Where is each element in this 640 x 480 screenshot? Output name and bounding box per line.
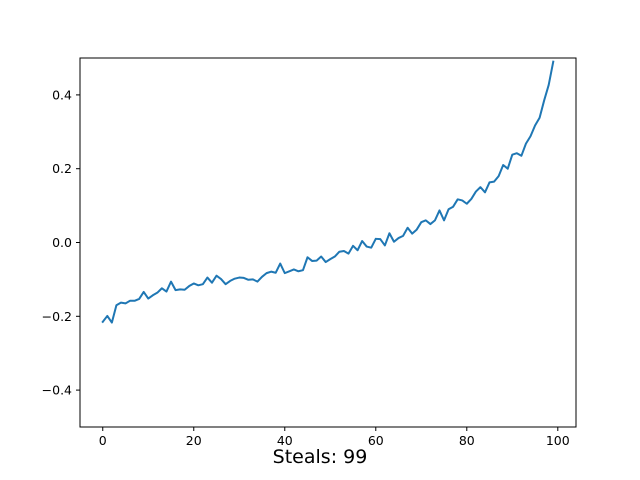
x-tick-label: 100 xyxy=(546,433,570,448)
x-tick-label: 0 xyxy=(99,433,107,448)
x-tick-label: 60 xyxy=(368,433,384,448)
x-tick-label: 80 xyxy=(459,433,475,448)
y-tick-label: −0.2 xyxy=(42,309,72,324)
y-tick-label: 0.2 xyxy=(52,161,72,176)
plot-frame xyxy=(79,57,577,428)
y-tick-label: 0.4 xyxy=(52,87,72,102)
series-line xyxy=(101,60,555,324)
x-tick-label: 20 xyxy=(186,433,202,448)
y-tick-label: 0.0 xyxy=(52,235,72,250)
steals-caption: Steals: 99 xyxy=(272,446,368,468)
plot-marks: 0 20 40 60 80 100 −0.4 −0.2 0.0 0.2 0.4 xyxy=(42,57,577,448)
x-tick-label: 40 xyxy=(277,433,293,448)
y-tick-label: −0.4 xyxy=(42,383,72,398)
